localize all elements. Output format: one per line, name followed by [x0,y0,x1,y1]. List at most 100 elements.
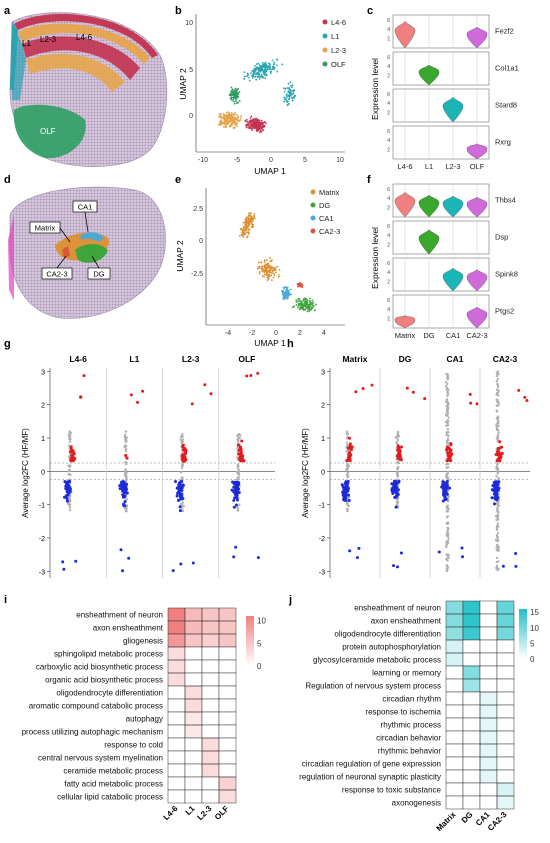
violin-row-frame [392,88,490,123]
umap-point-L4-6 [249,123,252,126]
strip-point-up [249,374,253,378]
strip-point-ns [181,463,185,467]
umap-point-L2-3 [231,121,234,123]
umap-point-DG [306,310,309,313]
legend-e-Matrix: Matrix [319,188,340,197]
umap-point-DG [304,308,307,311]
strip-point-ns [445,558,448,561]
strip-point-ns [396,438,400,442]
strip-point-down [344,493,348,497]
umap-e-ytick-m2.5: -2.5 [191,271,203,278]
strip-point-up [449,458,453,462]
heatmap-cell [479,717,498,732]
umap-point-L4-6 [247,122,250,125]
legend-e-dot-CA1 [310,215,316,221]
strip-point-down [461,555,465,559]
umap-point-Matrix [248,218,251,221]
strip-point-up [469,401,473,405]
umap-point-Matrix [265,259,268,262]
heatmap-cell [462,704,481,719]
heatmap-cell [445,600,464,615]
umap-point-L4-6 [247,126,250,129]
umap-point-L2-3 [228,121,231,124]
umap-point-Matrix [271,267,274,269]
strip-point-ns [495,409,498,412]
violin-gene-label-Dsp: Dsp [495,233,508,242]
strip-point-ns [124,509,128,513]
umap-point-Matrix [258,267,261,269]
strip-point-ns [346,463,350,466]
heatmap-cell [167,750,186,765]
heatmap-cell [184,633,203,648]
umap-point-Matrix [264,263,267,266]
umap-point-L1 [289,85,292,87]
umap-point-L2-3 [239,119,242,121]
strip-point-up [447,453,451,457]
colorbar-tick: 0 [257,662,262,671]
heatmap-row-label: ensheathment of neuron [354,603,441,612]
strip-point-ns [497,421,500,425]
umap-point-L4-6 [259,123,262,126]
heatmap-row-label: learning or memory [372,668,441,677]
violin-ytick: 6 [387,298,390,304]
strip-point-up [182,459,186,463]
strip-point-ns [236,507,240,510]
heatmap-cell [462,730,481,745]
strip-point-down [347,493,351,497]
umap-point-Matrix [266,274,269,277]
violin-ytick: 4 [387,27,390,33]
heatmap-cell [218,659,237,674]
strip-ytick-label: 2 [321,403,325,410]
strip-point-ns [68,440,72,443]
strip-point-up [240,439,244,443]
umap-point-Matrix [269,260,272,263]
umap-point-DG [301,307,304,310]
heatmap-col-label-CA2-3: CA2-3 [486,810,509,833]
violin-ytick: 6 [387,55,390,61]
umap-point-L2-3 [226,121,228,124]
strip-point-ns [446,422,449,425]
umap-point-L4-6 [263,124,266,127]
violin-c: 2 4 6 Fezf2 2 4 6 Col1a1 2 4 6 Stard8 2 4 6 Rxrg L4-6 L1 L… [370,14,519,171]
violin-ytick: 4 [387,138,390,144]
heatmap-cell [462,769,481,784]
umap-point-L2-3 [233,118,236,121]
strip-point-up [525,399,529,403]
violin-f: 2 4 6 Thbs4 2 4 6 Dsp 2 4 6 Spink8 2 4 6 Ptgs2 Matrix DG C… [370,183,518,340]
heatmap-cell [167,659,186,674]
strip-cluster-label-DG: DG [399,354,412,364]
violin-ytick: 6 [387,129,390,135]
strip-point-ns [67,473,71,476]
strip-point-ns [345,464,349,468]
legend-b-OLF: OLF [331,60,346,69]
umap-point-Matrix [269,271,272,274]
strip-point-ns [123,445,126,449]
strip-point-down [181,483,185,487]
strip-ytick-label: 0 [41,469,45,476]
umap-point-Matrix [257,265,260,268]
strip-ytick-label: -2 [39,536,45,543]
strip-point-up [236,443,240,447]
strip-ytick-label: -2 [319,536,325,543]
strip-point-down [124,491,128,495]
heatmap-cell [167,685,186,700]
umap-point-DG [311,299,314,302]
heatmap-row-label: axon ensheathment [371,616,442,625]
heatmap-cell [496,613,515,628]
violin-Thbs4-Matrix [394,191,416,218]
strip-point-ns [123,435,127,439]
umap-point-OLF [230,86,233,89]
strip-point-up [445,448,449,452]
strip-point-ns [181,501,184,504]
umap-point-L1 [276,58,279,61]
umap-point-L1 [255,78,258,81]
strip-point-up [241,457,245,461]
strip-point-up [523,395,527,399]
umap-point-Matrix [244,221,247,223]
heatmap-row-label: regulation of neuronal synaptic plastici… [299,772,441,781]
strip-point-down [232,490,236,494]
violin-ytick: 4 [387,64,390,70]
strip-ytick-label: -3 [39,569,45,576]
strip-point-ns [495,380,499,383]
strip-point-down [490,496,494,500]
